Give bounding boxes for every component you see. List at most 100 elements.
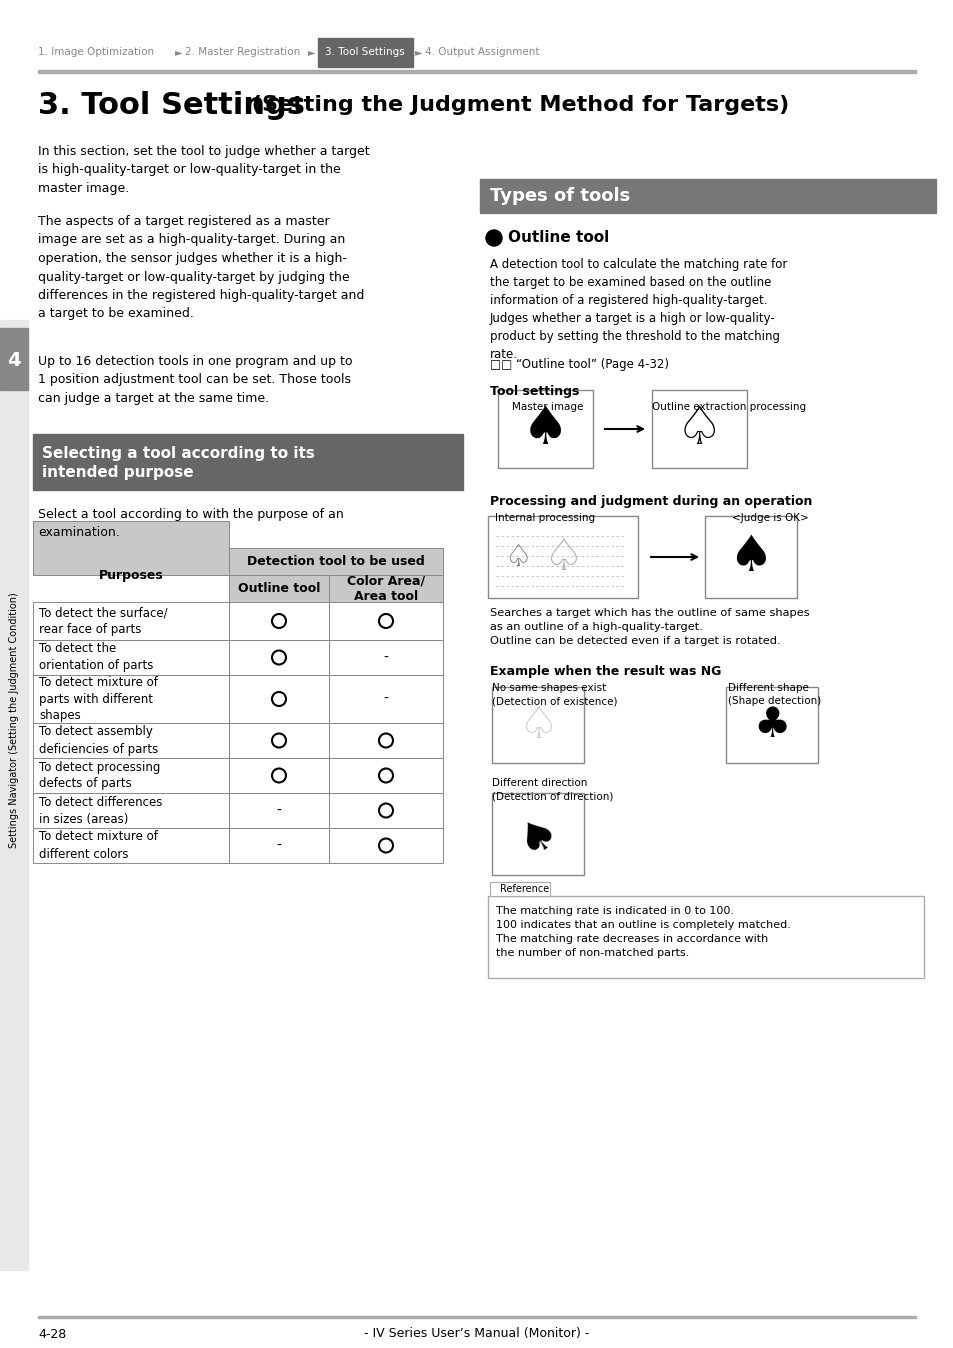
Text: (Setting the Judgment Method for Targets): (Setting the Judgment Method for Targets…: [244, 94, 788, 115]
Bar: [490, 882, 550, 896]
Bar: [33, 675, 229, 723]
Text: Detection tool to be used: Detection tool to be used: [247, 555, 424, 568]
Text: 4-28: 4-28: [38, 1328, 66, 1340]
Bar: [229, 603, 329, 640]
Text: Selecting a tool according to its
intended purpose: Selecting a tool according to its intend…: [42, 446, 314, 480]
Text: The matching rate is indicated in 0 to 100.
100 indicates that an outline is com: The matching rate is indicated in 0 to 1…: [496, 906, 790, 958]
Text: The aspects of a target registered as a master
image are set as a high-quality-t: The aspects of a target registered as a …: [38, 214, 364, 321]
Text: -: -: [276, 803, 281, 817]
Circle shape: [272, 692, 286, 706]
Text: Select a tool according to with the purpose of an
examination.: Select a tool according to with the purp…: [38, 508, 343, 539]
Circle shape: [272, 733, 286, 748]
Bar: [0, 328, 28, 390]
Bar: [33, 640, 229, 675]
Bar: [229, 640, 329, 675]
Text: To detect differences
in sizes (areas): To detect differences in sizes (areas): [39, 795, 162, 825]
Bar: [0, 319, 28, 1270]
Bar: [329, 758, 442, 793]
Text: 2. Master Registration: 2. Master Registration: [185, 47, 300, 57]
Bar: [725, 687, 817, 763]
Text: Internal processing: Internal processing: [495, 514, 595, 523]
Text: No same shapes exist
(Detection of existence): No same shapes exist (Detection of exist…: [492, 683, 617, 706]
Text: To detect processing
defects of parts: To detect processing defects of parts: [39, 760, 160, 790]
Text: <Judge is OK>: <Judge is OK>: [731, 514, 808, 523]
Bar: [488, 516, 638, 599]
Text: 4: 4: [8, 350, 21, 369]
Text: ♤: ♤: [504, 542, 531, 572]
Text: To detect mixture of
different colors: To detect mixture of different colors: [39, 830, 157, 860]
Text: ♠: ♠: [509, 805, 566, 863]
Bar: [651, 390, 746, 468]
Text: To detect assembly
deficiencies of parts: To detect assembly deficiencies of parts: [39, 725, 158, 755]
Bar: [33, 434, 462, 491]
Bar: [479, 179, 935, 213]
Text: Tool settings: Tool settings: [490, 386, 578, 398]
Circle shape: [378, 768, 393, 782]
Text: ♠: ♠: [728, 532, 773, 581]
Text: Up to 16 detection tools in one program and up to
1 position adjustment tool can: Up to 16 detection tools in one program …: [38, 355, 352, 404]
Bar: [492, 793, 583, 875]
Text: ♤: ♤: [517, 704, 558, 747]
Text: Purposes: Purposes: [98, 569, 163, 581]
Text: Processing and judgment during an operation: Processing and judgment during an operat…: [490, 495, 812, 508]
Text: To detect mixture of
parts with different
shapes: To detect mixture of parts with differen…: [39, 675, 157, 723]
Bar: [317, 38, 413, 67]
Bar: [329, 793, 442, 828]
Text: Color Area/
Area tool: Color Area/ Area tool: [347, 574, 425, 603]
Text: 1. Image Optimization: 1. Image Optimization: [38, 47, 154, 57]
Text: Example when the result was NG: Example when the result was NG: [490, 665, 720, 678]
Circle shape: [272, 613, 286, 628]
Bar: [329, 640, 442, 675]
Text: ♤: ♤: [675, 403, 721, 456]
Bar: [33, 793, 229, 828]
Circle shape: [378, 803, 393, 817]
Text: Outline tool: Outline tool: [237, 582, 320, 594]
Text: Reference: Reference: [499, 884, 549, 894]
Bar: [229, 793, 329, 828]
Text: Searches a target which has the outline of same shapes
as an outline of a high-q: Searches a target which has the outline …: [490, 608, 809, 646]
Bar: [38, 1316, 915, 1318]
Circle shape: [378, 613, 393, 628]
Text: -: -: [383, 651, 388, 665]
Bar: [329, 603, 442, 640]
Text: A detection tool to calculate the matching rate for
the target to be examined ba: A detection tool to calculate the matchi…: [490, 257, 786, 361]
Bar: [38, 70, 915, 73]
Bar: [229, 549, 442, 576]
Bar: [33, 758, 229, 793]
Text: □□ “Outline tool” (Page 4-32): □□ “Outline tool” (Page 4-32): [490, 359, 668, 371]
Text: In this section, set the tool to judge whether a target
is high-quality-target o: In this section, set the tool to judge w…: [38, 146, 369, 195]
Bar: [229, 828, 329, 863]
Bar: [229, 758, 329, 793]
Text: 4. Output Assignment: 4. Output Assignment: [424, 47, 539, 57]
Circle shape: [485, 231, 501, 245]
Text: To detect the
orientation of parts: To detect the orientation of parts: [39, 643, 153, 673]
Text: 3. Tool Settings: 3. Tool Settings: [325, 47, 404, 57]
Bar: [33, 828, 229, 863]
Text: Different shape
(Shape detection): Different shape (Shape detection): [727, 683, 821, 706]
Text: ►: ►: [308, 47, 315, 57]
Text: Different direction
(Detection of direction): Different direction (Detection of direct…: [492, 778, 613, 801]
Bar: [497, 390, 593, 468]
Circle shape: [378, 733, 393, 748]
Bar: [229, 576, 329, 603]
Bar: [33, 520, 229, 576]
Bar: [329, 723, 442, 758]
Bar: [229, 675, 329, 723]
Text: Settings Navigator (Setting the Judgment Condition): Settings Navigator (Setting the Judgment…: [9, 592, 19, 848]
Circle shape: [378, 838, 393, 852]
Text: ♠: ♠: [521, 403, 568, 456]
Bar: [492, 687, 583, 763]
Bar: [329, 828, 442, 863]
Text: Outline extraction processing: Outline extraction processing: [651, 402, 805, 412]
Text: To detect the surface/
rear face of parts: To detect the surface/ rear face of part…: [39, 607, 168, 636]
Bar: [229, 723, 329, 758]
Text: -: -: [276, 838, 281, 852]
Text: ►: ►: [174, 47, 182, 57]
Bar: [329, 576, 442, 603]
Circle shape: [272, 768, 286, 782]
Text: 3. Tool Settings: 3. Tool Settings: [38, 90, 305, 120]
Text: Master image: Master image: [512, 402, 583, 412]
Text: ♣: ♣: [753, 704, 790, 745]
Bar: [33, 723, 229, 758]
Bar: [329, 675, 442, 723]
